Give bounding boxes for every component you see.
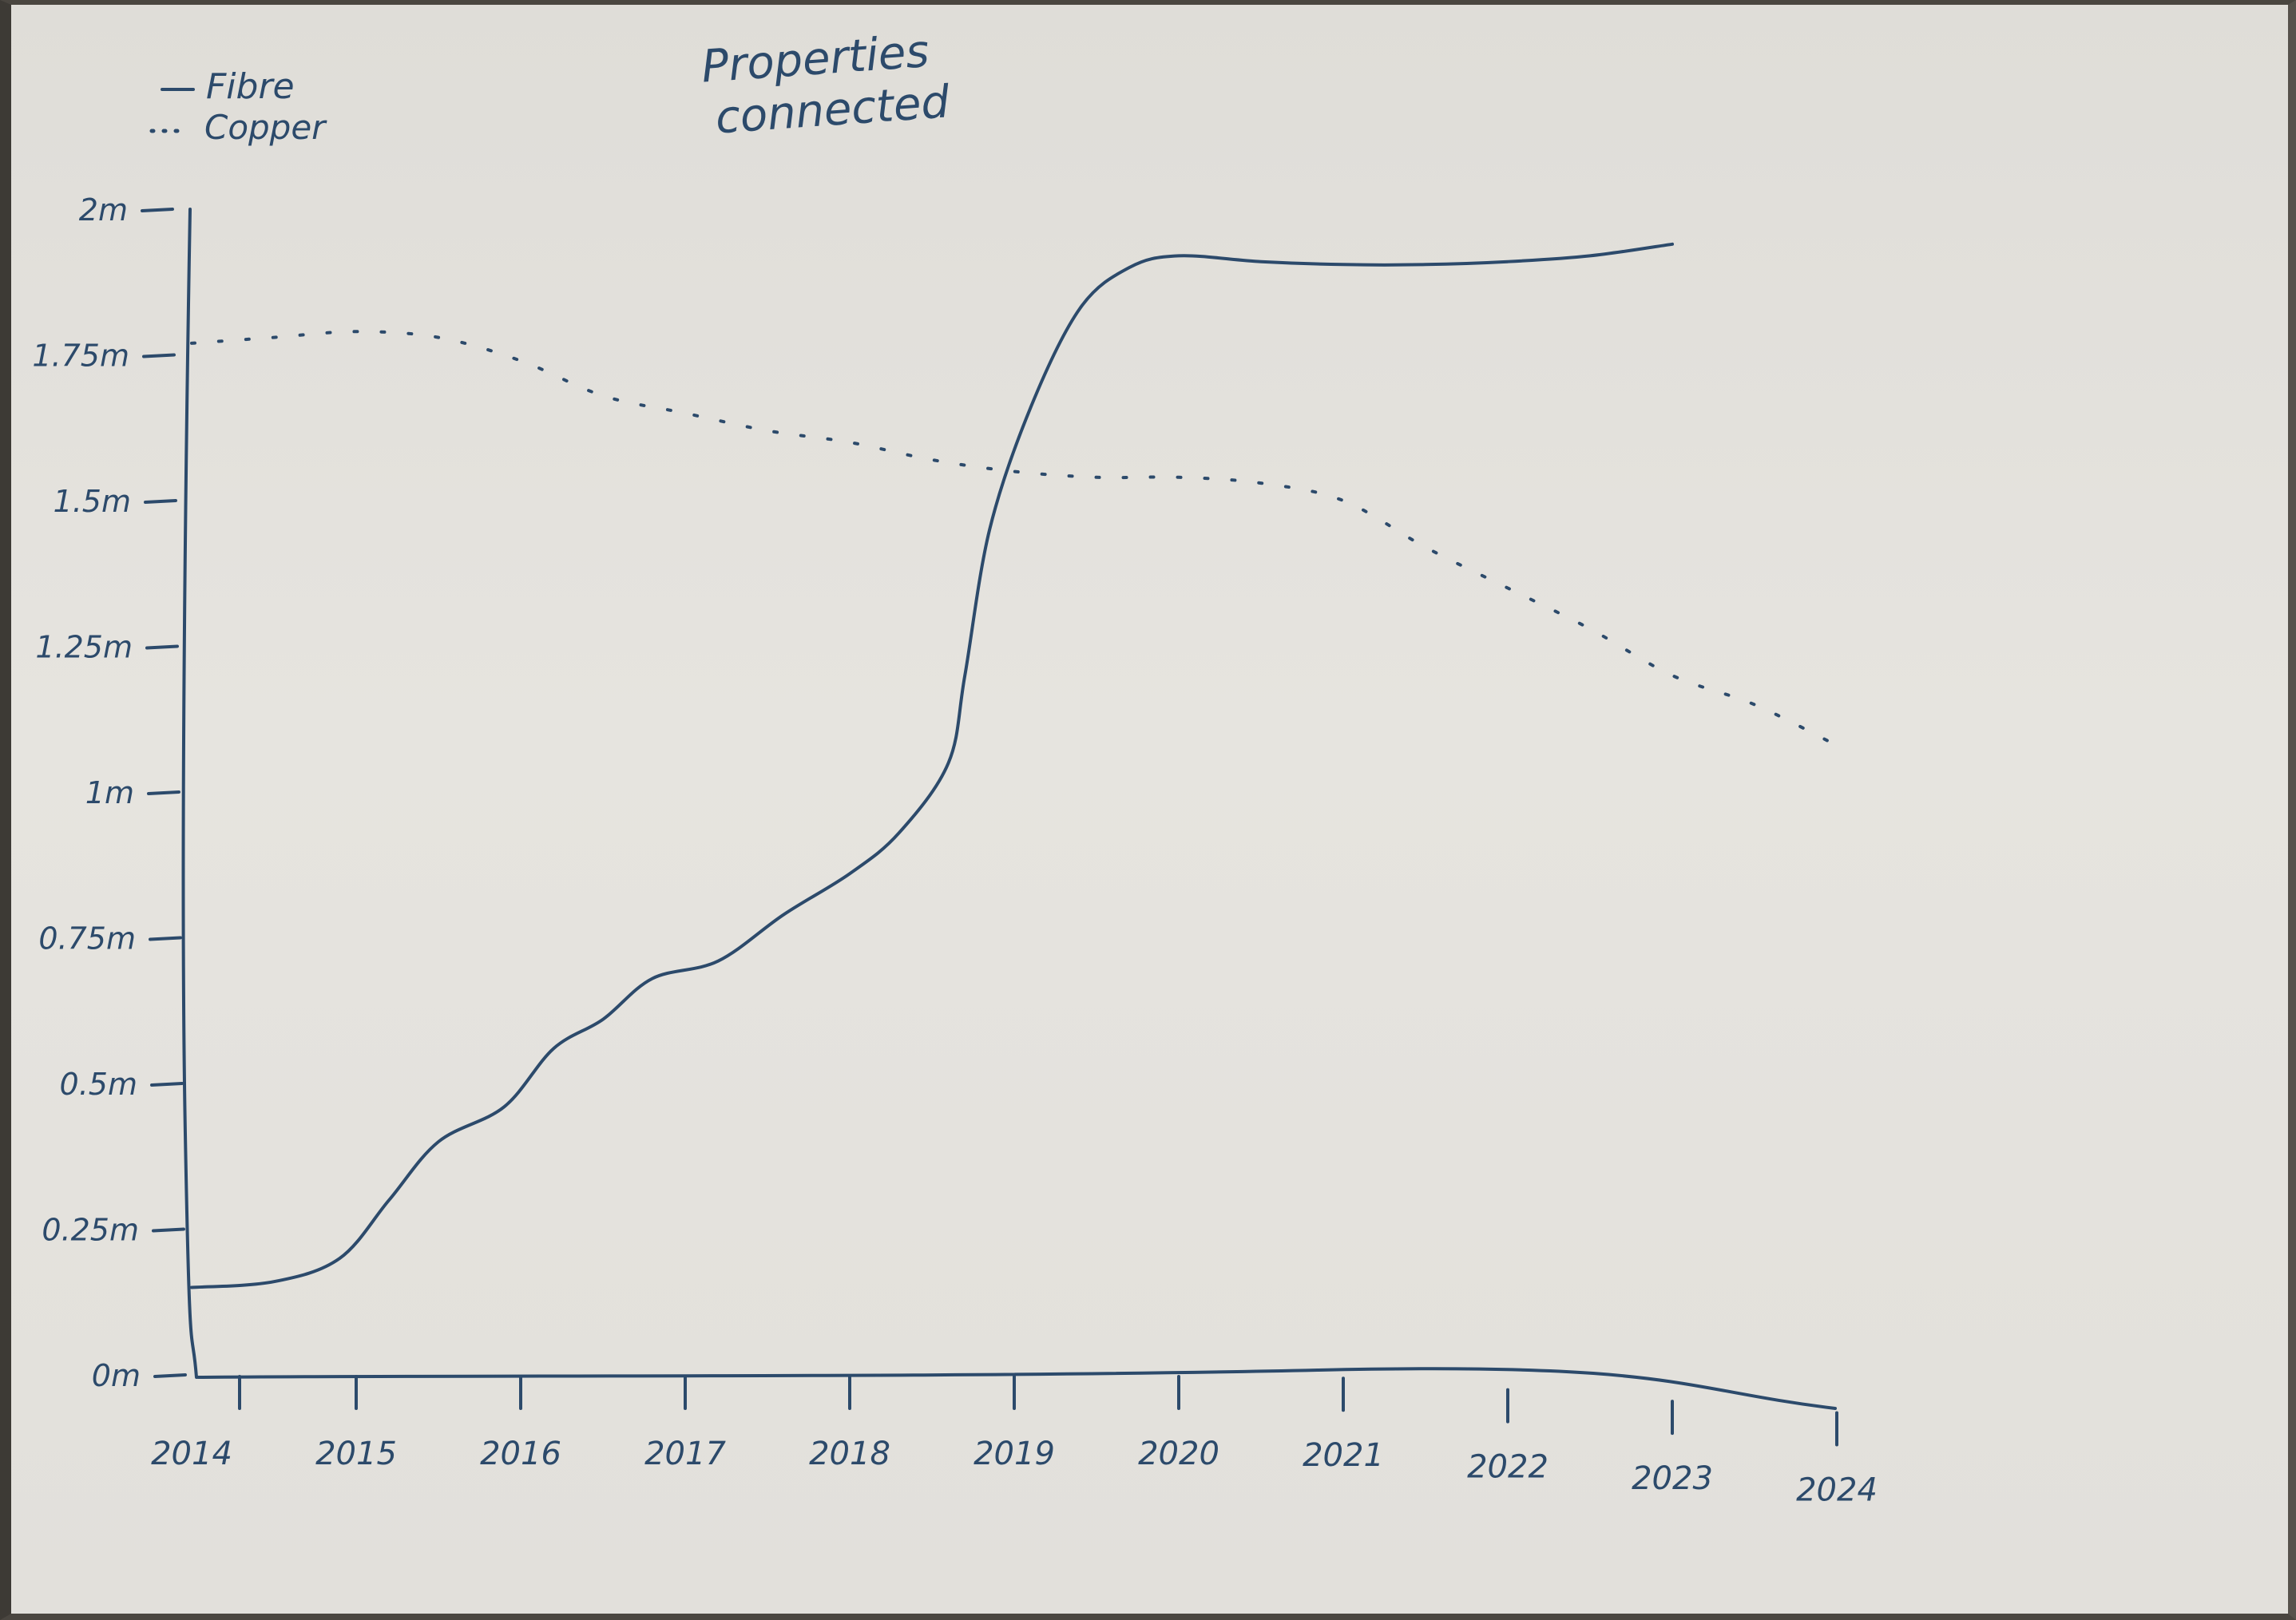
y-axis-ticks: 0m 0.25m 0.5m 0.75m 1m 1.25m 1.5m 1.75m 2m [32,192,187,1393]
y-tick-label: 1.25m [35,630,133,665]
series-line-copper [190,330,1838,747]
chart-title: Properties connected [700,26,951,145]
y-tick-label: 1.75m [32,339,129,374]
x-axis [196,1367,1837,1410]
y-tick-label: 1.5m [54,484,131,519]
x-tick-label: 2014 [151,1436,232,1472]
x-tick-label: 2015 [315,1436,397,1472]
y-tick-mark [150,1082,184,1087]
x-axis-ticks: 2014 2015 2016 2017 2018 2019 2020 2021 2022 2023… [151,1375,1878,1509]
series-layer [190,242,1838,1289]
y-tick-mark [147,790,180,795]
y-axis [181,208,198,1379]
x-tick-label: 2021 [1303,1437,1384,1474]
legend-item-fibre: Fibre [161,66,295,107]
x-tick-label: 2023 [1632,1460,1713,1497]
y-tick-label: 0.25m [42,1213,139,1248]
y-tick-label: 0.5m [60,1067,137,1102]
x-tick-label: 2024 [1796,1472,1878,1509]
y-tick-mark [141,208,174,212]
y-tick-mark [144,499,177,504]
y-tick-mark [142,353,176,358]
legend-label-fibre: Fibre [206,66,295,107]
y-tick-label: 0m [92,1358,141,1393]
x-tick-label: 2022 [1467,1449,1549,1486]
y-tick-label: 2m [79,192,128,228]
x-tick-label: 2020 [1138,1436,1219,1472]
series-line-fibre [190,242,1674,1289]
y-tick-mark [145,644,179,650]
y-tick-mark [149,936,182,941]
y-tick-label: 1m [85,775,134,810]
x-tick-label: 2019 [974,1436,1055,1472]
legend: Fibre Copper [149,66,327,147]
y-tick-mark [153,1373,187,1378]
x-tick-label: 2016 [480,1436,561,1472]
y-tick-label: 0.75m [38,921,136,957]
x-tick-label: 2018 [809,1436,890,1472]
x-tick-label: 2017 [644,1436,726,1472]
legend-item-copper: Copper [149,108,327,147]
y-tick-mark [152,1227,185,1233]
legend-label-copper: Copper [204,108,327,147]
